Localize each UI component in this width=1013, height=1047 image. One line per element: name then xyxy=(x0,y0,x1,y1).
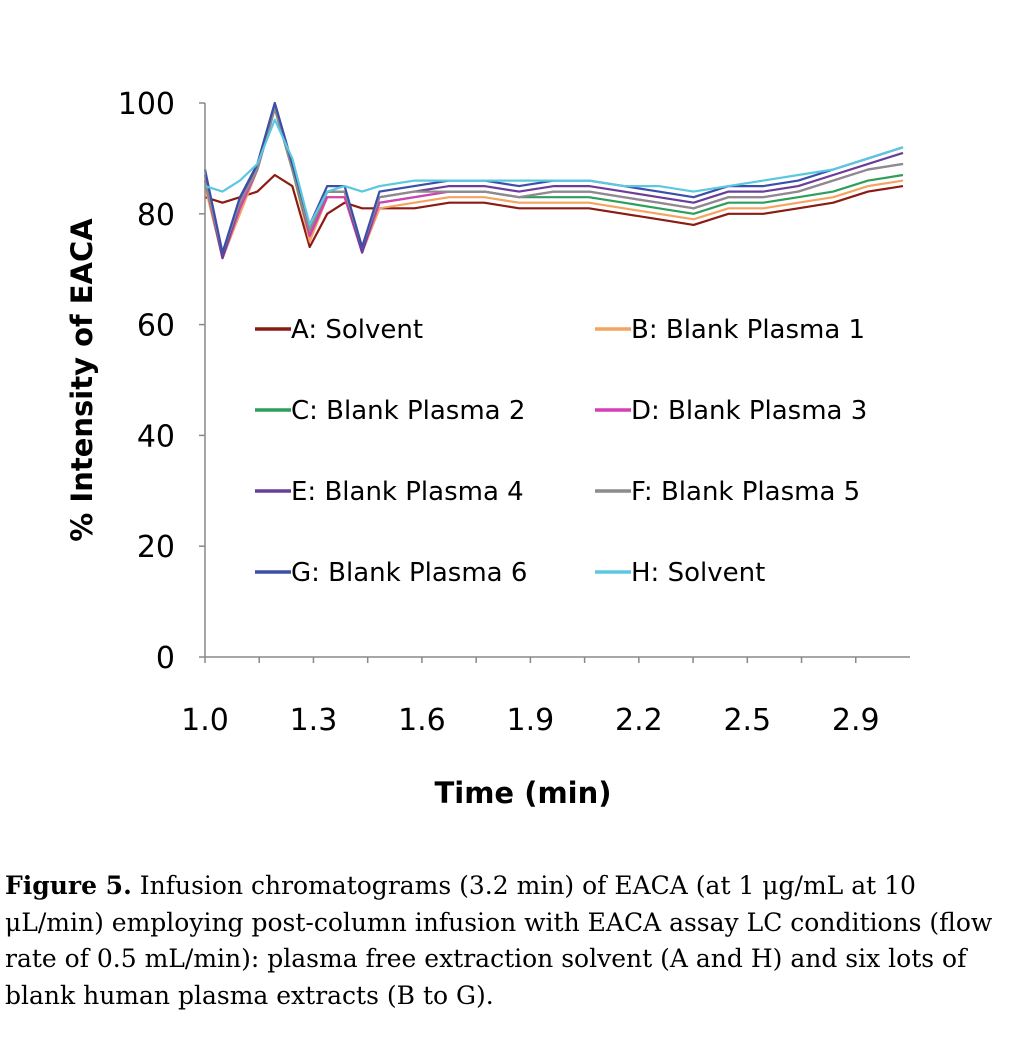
y-tick-label: 100 xyxy=(118,87,175,122)
x-tick-label: 1.6 xyxy=(398,703,446,738)
y-tick-label: 80 xyxy=(137,198,175,233)
y-tick-label: 0 xyxy=(156,641,175,676)
x-ticks: 1.0 1.3 1.6 1.9 2.2 2.5 2.9 xyxy=(181,657,880,738)
legend-label: E: Blank Plasma 4 xyxy=(291,477,524,507)
legend-label: F: Blank Plasma 5 xyxy=(631,477,860,507)
legend-label: G: Blank Plasma 6 xyxy=(291,558,527,588)
legend-label: A: Solvent xyxy=(291,315,423,345)
legend-label: C: Blank Plasma 2 xyxy=(291,396,525,426)
chromatogram-chart: 0 20 40 60 80 100 1.0 1.3 1.6 1.9 2.2 2.5 2.9 % Int… xyxy=(65,87,910,810)
y-axis-title: % Intensity of EACA xyxy=(65,218,99,542)
legend-label: B: Blank Plasma 1 xyxy=(631,315,865,345)
x-tick-label: 2.5 xyxy=(723,703,771,738)
plot-lines xyxy=(203,101,904,260)
legend: A: Solvent B: Blank Plasma 1 C: Blank Plas… xyxy=(255,315,867,588)
y-tick-label: 60 xyxy=(137,309,175,344)
x-tick-label: 1.3 xyxy=(290,703,338,738)
caption-text: Infusion chromatograms (3.2 min) of EACA… xyxy=(5,871,993,1010)
series-line-d xyxy=(203,107,904,260)
x-tick-label: 1.9 xyxy=(507,703,555,738)
figure-caption: Figure 5. Infusion chromatograms (3.2 mi… xyxy=(5,868,1009,1014)
x-tick-label: 2.2 xyxy=(615,703,663,738)
x-axis-title: Time (min) xyxy=(434,776,611,810)
series-line-h xyxy=(204,118,904,226)
x-tick-label: 2.9 xyxy=(832,703,880,738)
y-ticks: 0 20 40 60 80 100 xyxy=(118,87,205,676)
y-tick-label: 20 xyxy=(137,530,175,565)
axes: 0 20 40 60 80 100 1.0 1.3 1.6 1.9 2.2 2.5 2.9 xyxy=(118,87,910,738)
caption-label: Figure 5. xyxy=(5,871,132,900)
series-line-f xyxy=(203,107,904,254)
legend-label: H: Solvent xyxy=(631,558,765,588)
series-line-a xyxy=(204,173,904,249)
x-tick-label: 1.0 xyxy=(181,703,229,738)
legend-label: D: Blank Plasma 3 xyxy=(631,396,867,426)
y-tick-label: 40 xyxy=(137,419,175,454)
